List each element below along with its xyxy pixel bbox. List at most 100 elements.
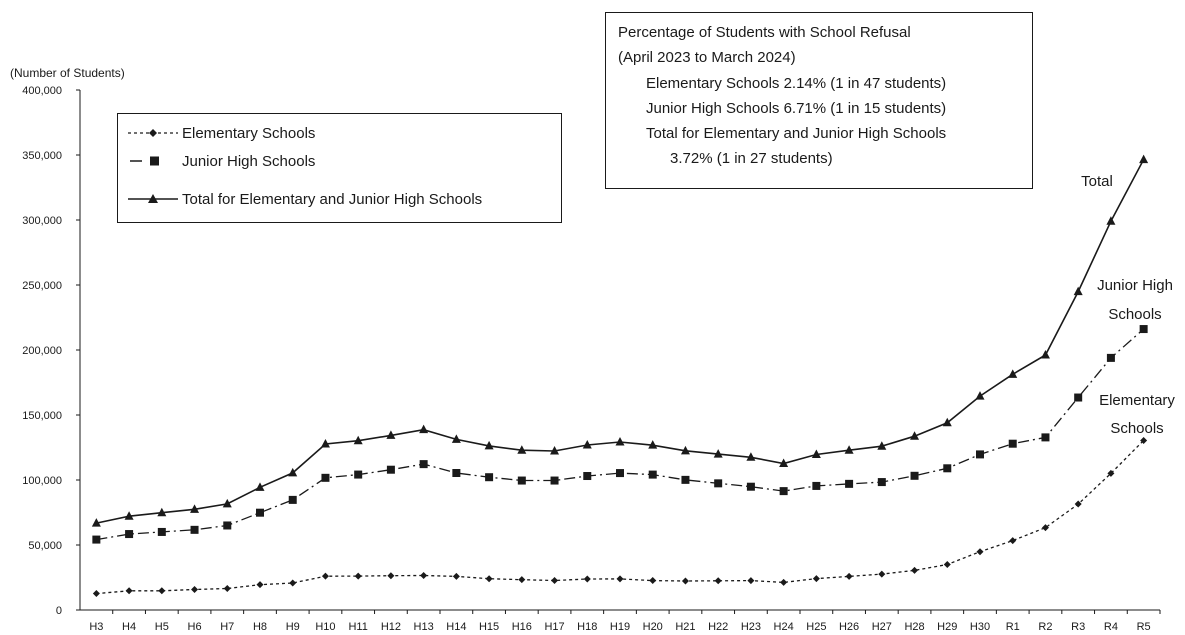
data-point xyxy=(321,473,330,482)
data-point xyxy=(125,587,133,595)
data-point xyxy=(288,495,297,504)
data-point xyxy=(911,566,919,574)
data-point xyxy=(615,436,625,446)
data-point xyxy=(845,572,853,580)
data-point xyxy=(321,572,329,580)
data-point xyxy=(583,472,592,481)
data-point xyxy=(1041,524,1049,532)
x-tick-label: H25 xyxy=(806,621,826,633)
data-point xyxy=(1106,216,1116,225)
x-tick-label: H17 xyxy=(544,621,564,633)
data-point xyxy=(583,575,591,583)
data-point xyxy=(451,434,461,443)
data-point xyxy=(976,548,984,556)
data-point xyxy=(714,577,722,585)
data-point xyxy=(976,450,984,459)
info-period: (April 2023 to March 2024) xyxy=(618,49,796,66)
x-tick-label: H11 xyxy=(348,621,367,633)
info-elementary: Elementary Schools 2.14% (1 in 47 studen… xyxy=(646,75,947,92)
legend-symbol-elementary xyxy=(128,129,178,137)
data-point xyxy=(910,431,920,440)
y-tick-label: 350,000 xyxy=(22,150,62,162)
data-point xyxy=(550,446,560,455)
data-point xyxy=(190,504,200,513)
data-point xyxy=(713,449,723,458)
x-tick-label: H4 xyxy=(122,621,136,633)
data-point xyxy=(550,476,559,485)
data-point xyxy=(1074,500,1082,508)
series-labels: Elementary Schools Junior High Schools Total xyxy=(1081,173,1175,437)
data-point xyxy=(747,577,755,585)
legend-label-junior-high: Junior High Schools xyxy=(182,152,316,170)
x-tick-label: H27 xyxy=(872,621,892,633)
legend: Elementary Schools Junior High Schools T… xyxy=(117,113,562,223)
data-point xyxy=(387,572,395,580)
data-point xyxy=(1139,154,1149,164)
x-tick-label: H6 xyxy=(188,621,202,633)
data-point xyxy=(878,570,886,578)
data-point xyxy=(844,445,854,454)
axes: 0 50,000 100,000 150,000 200,000 250,000 300,0… xyxy=(22,85,1161,633)
data-point xyxy=(1106,353,1115,362)
legend-label-total: Total for Elementary and Junior High Sch… xyxy=(182,190,483,208)
data-point xyxy=(582,440,592,449)
data-point xyxy=(354,470,363,479)
data-point xyxy=(92,590,100,598)
data-point xyxy=(485,473,494,482)
x-tick-label: H18 xyxy=(577,621,597,633)
x-tick-label: H8 xyxy=(253,621,267,633)
legend-label-elementary: Elementary Schools xyxy=(182,124,316,142)
info-title: Percentage of Students with School Refus… xyxy=(618,24,911,41)
info-junior-high: Junior High Schools 6.71% (1 in 15 stude… xyxy=(646,100,947,117)
y-tick-label: 250,000 xyxy=(22,280,62,292)
data-point xyxy=(222,498,232,508)
data-point xyxy=(386,430,396,439)
x-tick-label: H22 xyxy=(708,621,728,633)
data-point xyxy=(845,479,854,488)
info-total-label: Total for Elementary and Junior High Sch… xyxy=(646,125,947,142)
data-point xyxy=(157,507,167,517)
data-point xyxy=(1073,286,1083,296)
y-tick-label: 300,000 xyxy=(22,215,62,227)
series-line-0 xyxy=(96,440,1145,595)
x-tick-label: H5 xyxy=(155,621,169,633)
data-point xyxy=(353,435,363,445)
data-point xyxy=(518,576,526,584)
data-point xyxy=(812,575,820,583)
series-lines xyxy=(96,159,1145,595)
data-point xyxy=(681,475,690,484)
x-tick-label: H3 xyxy=(89,621,103,633)
data-point xyxy=(910,471,919,480)
data-point xyxy=(1040,350,1050,359)
data-point xyxy=(714,479,723,488)
data-point xyxy=(191,585,199,593)
data-point xyxy=(1074,393,1083,402)
refusal-percentage-box: Percentage of Students with School Refus… xyxy=(605,12,1033,189)
series-markers xyxy=(91,154,1149,598)
data-point xyxy=(125,530,134,539)
data-point xyxy=(452,469,461,478)
data-point xyxy=(255,482,265,491)
x-tick-label: R2 xyxy=(1038,621,1052,633)
data-point xyxy=(1041,433,1050,442)
data-point xyxy=(289,579,297,587)
x-tick-label: H13 xyxy=(414,621,434,633)
data-point xyxy=(746,452,756,461)
x-tick-label: H12 xyxy=(381,621,401,633)
x-tick-label: H14 xyxy=(446,621,466,633)
y-tick-label: 0 xyxy=(56,605,62,617)
series-end-label: Junior High xyxy=(1097,277,1173,294)
x-tick-label: H28 xyxy=(904,621,924,633)
x-tick-label: R3 xyxy=(1071,621,1085,633)
data-point xyxy=(92,535,101,544)
x-tick-label: H21 xyxy=(675,621,695,633)
data-point xyxy=(256,508,264,517)
data-point xyxy=(419,424,429,434)
data-point xyxy=(616,575,624,583)
data-point xyxy=(943,560,951,568)
data-point xyxy=(877,478,886,487)
x-tick-label: H16 xyxy=(512,621,532,633)
series-end-label: Schools xyxy=(1108,306,1161,323)
data-point xyxy=(1140,437,1148,445)
